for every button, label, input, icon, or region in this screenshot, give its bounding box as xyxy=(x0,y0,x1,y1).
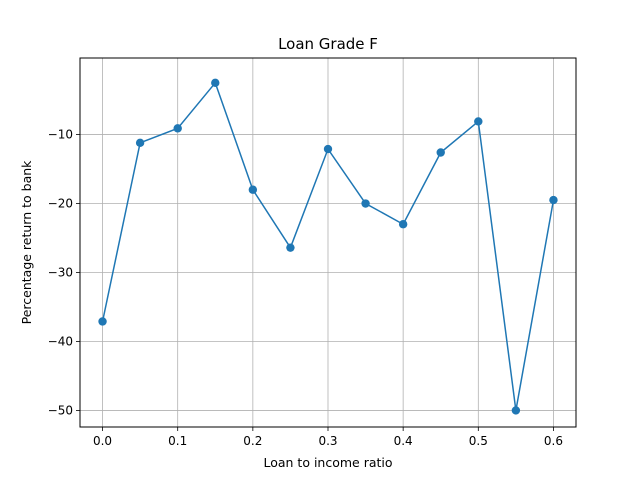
y-tick-label: −40 xyxy=(48,334,73,348)
x-tick-label: 0.5 xyxy=(469,434,488,448)
y-axis-label: Percentage return to bank xyxy=(19,160,34,325)
x-tick-label: 0.2 xyxy=(243,434,262,448)
series-markers xyxy=(98,78,558,415)
data-point xyxy=(474,117,483,126)
data-point xyxy=(511,406,521,415)
data-point xyxy=(361,199,370,208)
x-tick-label: 0.1 xyxy=(168,434,187,448)
x-tick-label: 0.0 xyxy=(93,434,112,448)
x-tick-label: 0.3 xyxy=(318,434,337,448)
data-point xyxy=(549,195,558,205)
data-point xyxy=(323,144,333,154)
data-point xyxy=(173,124,182,133)
axis-ticks: 0.0 0.1 0.2 0.3 0.4 0.5 0.6 −10 −20 −30 −40 −50 xyxy=(48,128,563,448)
data-point xyxy=(398,220,408,229)
data-point xyxy=(436,148,445,157)
y-tick-label: −50 xyxy=(48,403,73,417)
data-point xyxy=(286,243,295,252)
data-point xyxy=(98,317,107,326)
x-axis-label: Loan to income ratio xyxy=(263,455,392,470)
y-tick-label: −20 xyxy=(48,197,73,211)
grid-lines xyxy=(80,58,576,427)
data-point xyxy=(248,185,258,194)
x-tick-label: 0.4 xyxy=(394,434,413,448)
data-point xyxy=(135,138,145,148)
x-tick-label: 0.6 xyxy=(544,434,563,448)
chart-title: Loan Grade F xyxy=(278,35,378,53)
y-tick-label: −30 xyxy=(48,266,73,280)
y-tick-label: −10 xyxy=(48,128,73,142)
data-point xyxy=(211,78,220,88)
